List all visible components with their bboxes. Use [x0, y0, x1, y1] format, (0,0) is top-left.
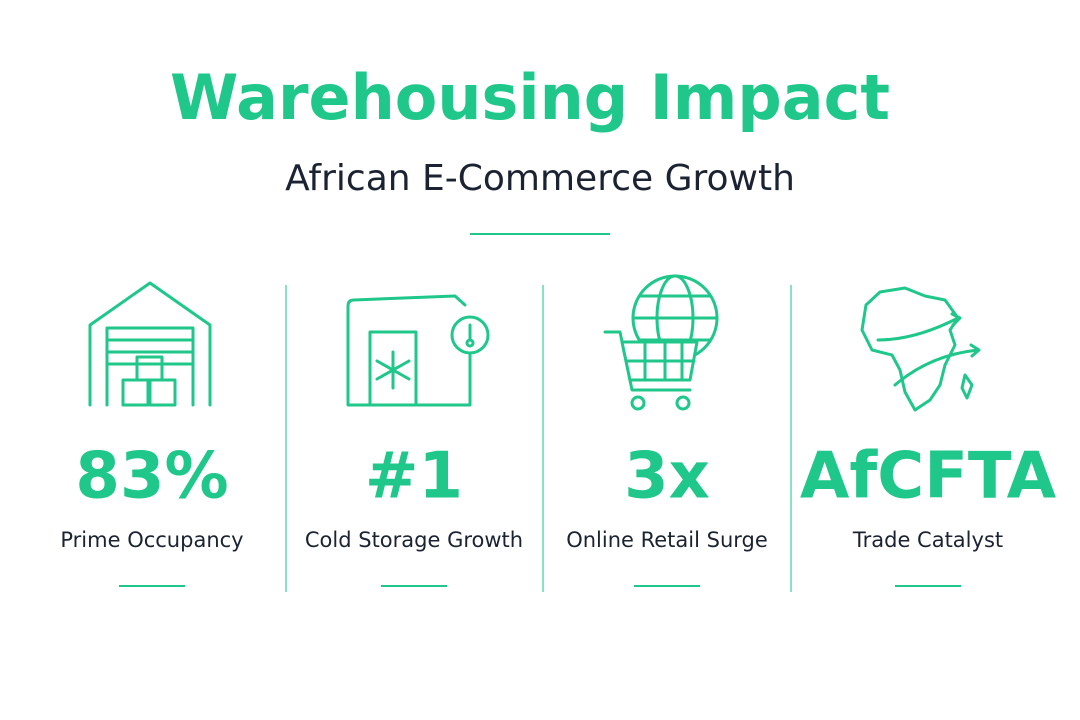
warehouse-icon	[88, 281, 212, 407]
stat-label: Online Retail Surge	[566, 528, 768, 552]
stat-value: #1	[365, 440, 463, 514]
stat-value: AfCFTA	[800, 440, 1057, 514]
stat-label: Prime Occupancy	[60, 528, 243, 552]
cold-storage-icon	[346, 294, 490, 407]
stat-label: Trade Catalyst	[852, 528, 1003, 552]
stat-value: 83%	[75, 440, 228, 514]
subtitle: African E-Commerce Growth	[285, 158, 795, 199]
stat-label: Cold Storage Growth	[305, 528, 523, 552]
trade-map-icon	[860, 286, 981, 412]
online-retail-icon	[603, 274, 719, 411]
stat-value: 3x	[624, 440, 710, 514]
title: Warehousing Impact	[170, 61, 890, 134]
